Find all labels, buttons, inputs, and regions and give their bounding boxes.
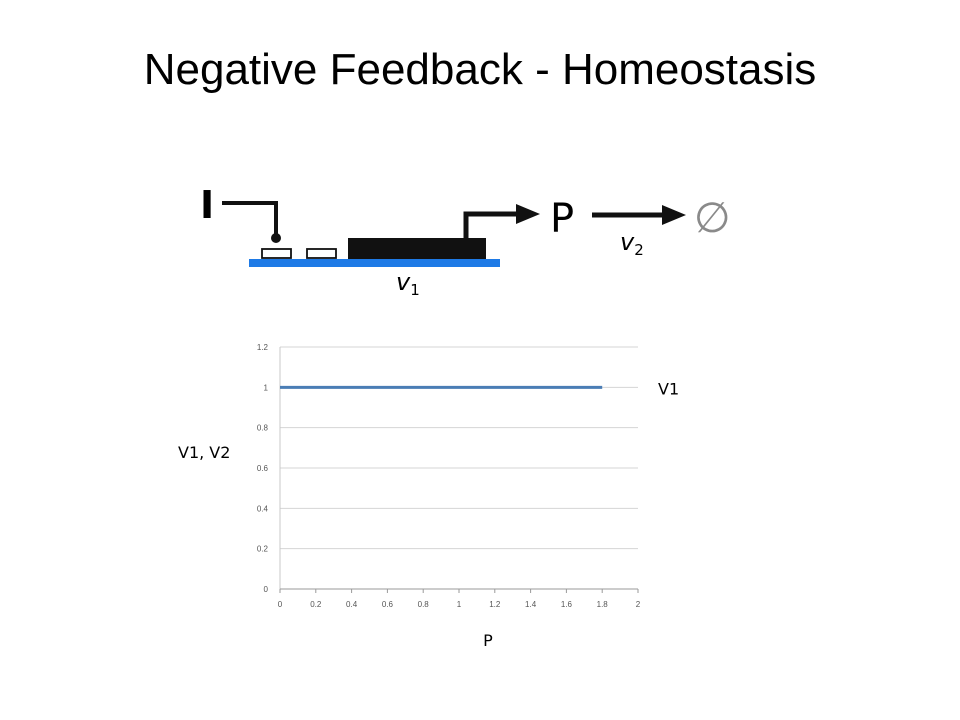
x-tick-labels: 0 0.2 0.4 0.6 0.8 1 1.2 1.4 1.6 1.8 2: [278, 600, 641, 609]
series-label-v1: V1: [658, 379, 679, 398]
rate-v1-sub: 1: [410, 281, 420, 299]
y-tick-labels: 0 0.2 0.4 0.6 0.8 1 1.2: [257, 343, 269, 594]
degradation-arrowhead: [662, 205, 686, 225]
x-tick-label: 1.8: [597, 600, 609, 609]
grid-lines: [280, 346, 638, 590]
x-tick-label: 0.8: [418, 600, 430, 609]
rate-v1-label: v1: [396, 268, 420, 299]
rate-v1-base: v: [396, 268, 411, 296]
rate-v2-label: v2: [620, 228, 644, 259]
y-tick-label: 1.2: [257, 343, 269, 352]
y-axis-label: V1, V2: [178, 443, 230, 462]
operator-box-2: [306, 248, 337, 259]
x-tick-label: 0.6: [382, 600, 394, 609]
transcription-arrow: [463, 211, 520, 238]
y-tick-label: 0: [264, 585, 269, 594]
axes: [279, 347, 639, 593]
x-tick-label: 0: [278, 600, 283, 609]
gene-block: [348, 238, 486, 260]
x-tick-label: 2: [636, 600, 641, 609]
y-tick-label: 1: [264, 383, 269, 392]
chart-labels: V1 V1, V2 P: [178, 379, 679, 650]
dna-bar: [249, 259, 500, 267]
x-tick-label: 1.4: [525, 600, 537, 609]
y-tick-label: 0.2: [257, 545, 269, 554]
x-axis-label: P: [483, 631, 493, 650]
operator-box-1: [261, 248, 292, 259]
transcription-arrowhead: [516, 204, 540, 224]
repression-dot: [271, 233, 281, 243]
product-label: P: [550, 196, 574, 242]
x-tick-label: 1.2: [489, 600, 501, 609]
inducer-label: I: [200, 183, 214, 227]
y-tick-label: 0.6: [257, 464, 269, 473]
y-tick-label: 0.4: [257, 504, 269, 513]
rate-v2-sub: 2: [634, 241, 644, 259]
degraded-symbol: ∅: [694, 193, 731, 242]
x-tick-label: 0.2: [310, 600, 322, 609]
x-tick-label: 1.6: [561, 600, 573, 609]
slide-title: Negative Feedback - Homeostasis: [143, 45, 817, 94]
y-tick-label: 0.8: [257, 424, 269, 433]
rate-v2-base: v: [620, 228, 635, 256]
x-tick-label: 0.4: [346, 600, 358, 609]
x-tick-label: 1: [457, 600, 462, 609]
